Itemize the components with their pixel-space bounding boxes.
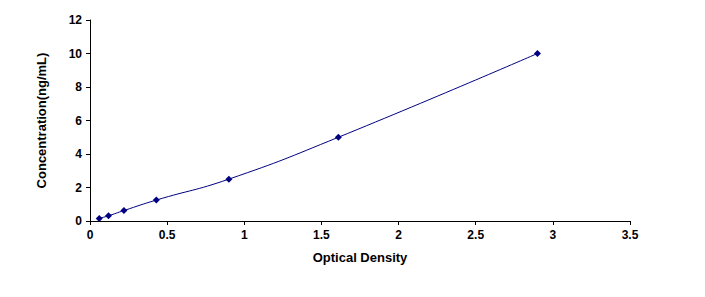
svg-text:3.5: 3.5 [622, 228, 639, 242]
svg-text:Concentration(ng/mL): Concentration(ng/mL) [34, 53, 49, 189]
svg-text:10: 10 [69, 47, 83, 61]
svg-text:0: 0 [87, 228, 94, 242]
svg-text:8: 8 [75, 80, 82, 94]
svg-text:6: 6 [75, 114, 82, 128]
svg-text:4: 4 [75, 147, 82, 161]
svg-text:2: 2 [75, 181, 82, 195]
svg-text:12: 12 [69, 13, 83, 27]
svg-text:0.5: 0.5 [159, 228, 176, 242]
svg-text:2.5: 2.5 [467, 228, 484, 242]
svg-text:3: 3 [550, 228, 557, 242]
svg-text:1.5: 1.5 [313, 228, 330, 242]
svg-text:2: 2 [395, 228, 402, 242]
svg-text:0: 0 [75, 214, 82, 228]
svg-text:1: 1 [241, 228, 248, 242]
svg-text:Optical Density: Optical Density [313, 250, 408, 265]
